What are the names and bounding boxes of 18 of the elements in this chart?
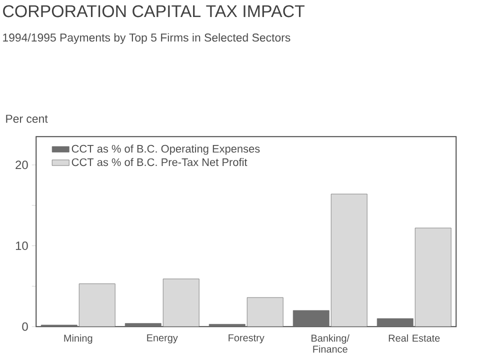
legend-label: CCT as % of B.C. Operating Expenses xyxy=(72,144,260,155)
bar xyxy=(247,298,284,327)
x-tick-label: Mining xyxy=(64,334,92,344)
x-tick-label: Forestry xyxy=(228,334,264,344)
legend-label: CCT as % of B.C. Pre-Tax Net Profit xyxy=(72,158,248,166)
y-tick-label: 10 xyxy=(16,242,28,250)
chart-title: CORPORATION CAPITAL TAX IMPACT xyxy=(3,5,305,18)
bar xyxy=(414,228,452,327)
y-axis-title: Per cent xyxy=(6,114,48,123)
y-tick-label: 20 xyxy=(16,160,28,170)
x-tick-label: Banking/ Finance xyxy=(312,334,350,353)
bar xyxy=(331,194,368,327)
y-tick-label: 0 xyxy=(22,322,28,331)
chart-subtitle: 1994/1995 Payments by Top 5 Firms in Selected Sectors xyxy=(3,33,290,44)
x-tick-label: Energy xyxy=(147,334,178,344)
bar xyxy=(163,278,200,327)
x-tick-label: Real Estate xyxy=(388,334,440,342)
bar xyxy=(79,284,116,327)
